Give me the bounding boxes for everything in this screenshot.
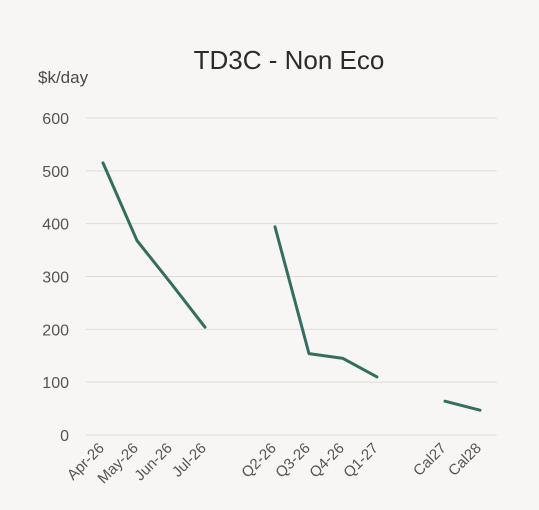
x-tick-label: Q1-27 bbox=[340, 440, 382, 482]
x-tick-label: Q4-26 bbox=[306, 440, 348, 482]
x-tick-label: Cal28 bbox=[445, 440, 485, 480]
y-tick-label: 300 bbox=[42, 270, 69, 287]
y-tick-label: 600 bbox=[42, 111, 69, 128]
series-line-2 bbox=[273, 225, 379, 379]
x-tick-label: Q3-26 bbox=[272, 440, 314, 482]
y-tick-label: 100 bbox=[42, 375, 69, 392]
chart-title: TD3C - Non Eco bbox=[194, 45, 385, 75]
series-line-1 bbox=[101, 161, 207, 329]
y-tick-labels: 0 100 200 300 400 500 600 bbox=[42, 111, 69, 445]
gridlines bbox=[86, 117, 497, 436]
x-tick-label: Q2-26 bbox=[238, 440, 280, 482]
x-tick-label: Cal27 bbox=[410, 440, 450, 480]
x-tick-label: Jun-26 bbox=[131, 440, 175, 484]
y-tick-label: 200 bbox=[42, 322, 69, 339]
y-tick-label: 400 bbox=[42, 217, 69, 234]
series-lines bbox=[101, 161, 482, 412]
series-line-3 bbox=[443, 399, 482, 412]
x-tick-label: Jul-26 bbox=[169, 440, 210, 481]
y-tick-label: 500 bbox=[42, 164, 69, 181]
y-tick-label: 0 bbox=[60, 428, 69, 445]
y-axis-label: $k/day bbox=[38, 68, 89, 87]
